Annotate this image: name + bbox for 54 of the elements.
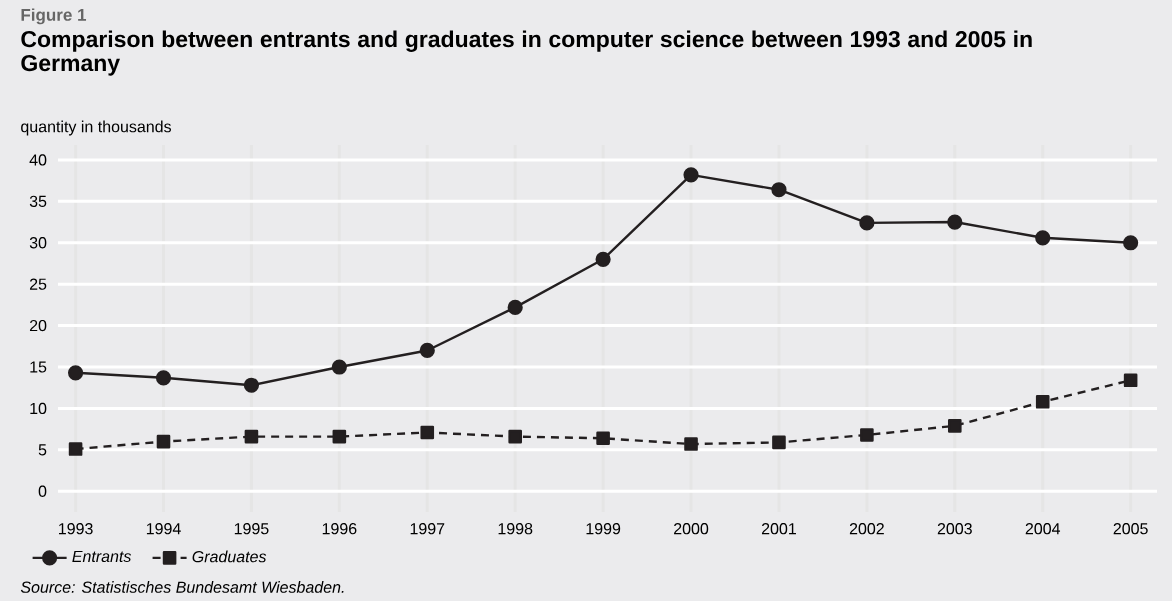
- point: [420, 425, 435, 440]
- point: [684, 437, 698, 451]
- point: [244, 429, 259, 444]
- point: [419, 342, 435, 359]
- y-tick-label: 20: [29, 319, 47, 332]
- legend-label: Entrants: [72, 550, 132, 563]
- x-tick-label: 2000: [674, 523, 709, 535]
- x-tick-label: 1996: [322, 523, 357, 535]
- point: [771, 182, 787, 198]
- point: [507, 299, 523, 315]
- caption: Figure 1: [21, 8, 87, 25]
- y-tick-label: 40: [29, 154, 47, 166]
- y-tick-label: 35: [29, 195, 47, 207]
- point: [1123, 235, 1139, 251]
- y-tick-label: 15: [30, 361, 47, 373]
- point: [332, 429, 347, 444]
- x-tick-label: 1994: [146, 523, 181, 535]
- point: [331, 359, 347, 375]
- x-tick-label: 1995: [234, 523, 269, 535]
- point: [67, 365, 84, 381]
- point: [860, 428, 874, 442]
- y-tick-label: 25: [29, 278, 47, 290]
- point: [683, 167, 699, 183]
- point: [596, 431, 610, 446]
- point: [508, 429, 522, 444]
- source-note: Source: Statistisches Bundesamt Wiesbaden.: [20, 581, 344, 593]
- x-tick-label: 1997: [410, 523, 445, 535]
- point: [243, 377, 260, 393]
- point: [859, 215, 875, 231]
- y-tick-label: 0: [38, 485, 47, 497]
- point: [948, 419, 962, 433]
- y-axis-title: quantity in thousands: [21, 120, 172, 136]
- point: [155, 370, 172, 386]
- y-tick-label: 5: [38, 444, 47, 456]
- x-tick-label: 1999: [586, 523, 621, 535]
- y-tick-label: 30: [29, 237, 47, 249]
- x-tick-label: 2003: [937, 523, 972, 535]
- legend-label: Graduates: [192, 550, 267, 563]
- point: [1035, 230, 1051, 246]
- point: [156, 434, 171, 449]
- x-tick-label: 2001: [761, 523, 796, 535]
- point: [1035, 395, 1050, 409]
- point: [595, 251, 611, 267]
- y-tick-label: 10: [30, 402, 47, 415]
- point: [772, 435, 786, 450]
- x-tick-label: 2002: [849, 523, 884, 535]
- x-tick-label: 2004: [1025, 523, 1061, 535]
- point: [1123, 373, 1138, 388]
- x-tick-label: 2005: [1113, 523, 1148, 535]
- chart-title: Comparison between entrants and graduates in computer science between 1993 and 2005 in Germany: [21, 30, 1032, 76]
- point: [947, 214, 963, 230]
- point: [68, 442, 83, 456]
- x-tick-label: 1998: [498, 523, 533, 535]
- x-tick-label: 1993: [59, 523, 93, 535]
